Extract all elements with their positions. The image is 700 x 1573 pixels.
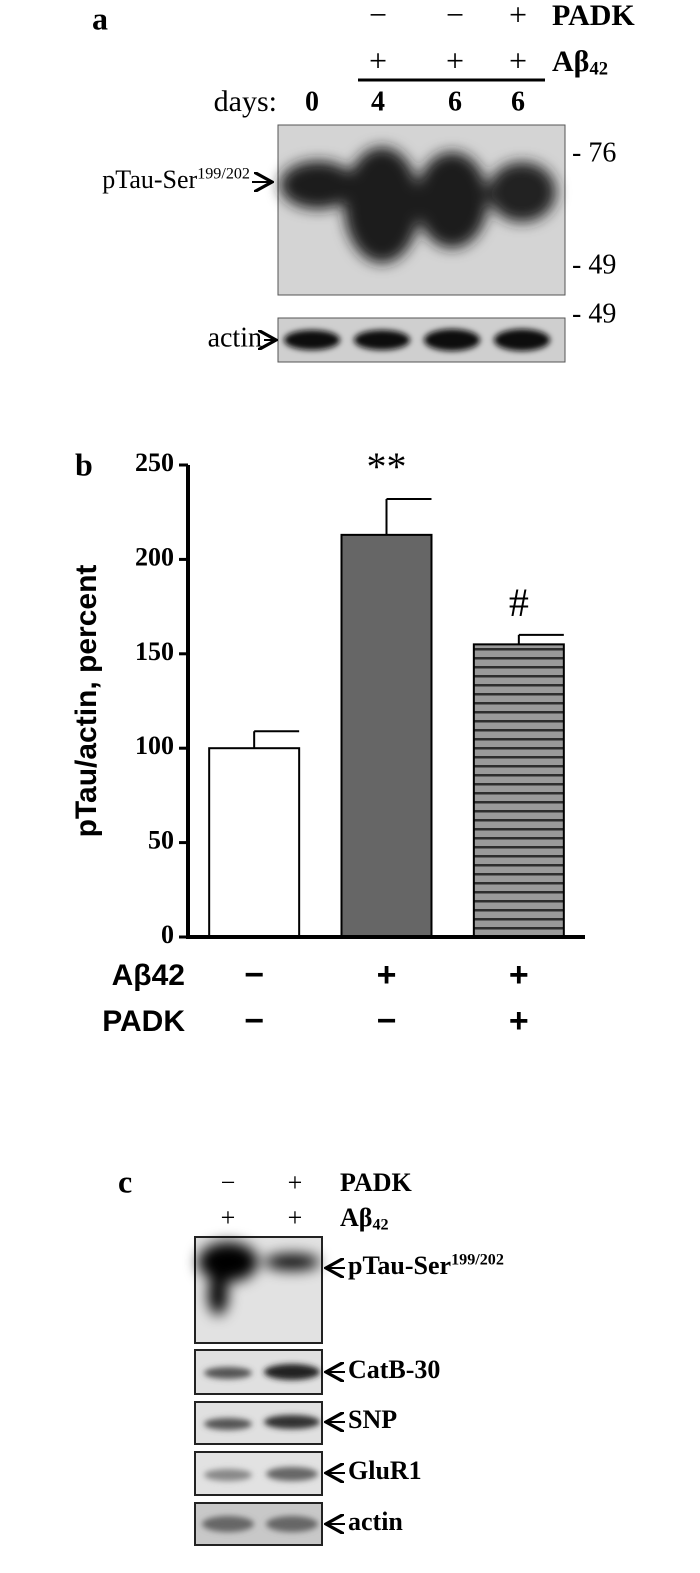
bar [340, 533, 433, 939]
sign: − [369, 0, 387, 32]
sign: − [446, 0, 464, 32]
day: 4 [371, 86, 385, 117]
error-bar [253, 730, 300, 749]
treatment-label: PADK [340, 1168, 413, 1197]
sign: + [509, 0, 527, 32]
y-tick-label: 250 [135, 448, 174, 477]
sign: + [446, 42, 464, 78]
treatment-label-main: Aβ [552, 45, 589, 78]
condition-label: PADK [102, 1005, 185, 1038]
treatment-label-main: Aβ [340, 1203, 372, 1232]
blot-label: pTau-Ser199/202 [102, 165, 250, 194]
marker: - 76 [572, 137, 616, 168]
treatment-label-sub: 42 [372, 1216, 388, 1233]
y-tick-label: 100 [135, 731, 174, 760]
panel-label: c [118, 1163, 132, 1199]
y-tick-label: 0 [161, 920, 174, 949]
day: 0 [305, 86, 319, 117]
blot-ptau-a [277, 124, 566, 296]
marker: - 49 [572, 249, 616, 280]
sign: + [509, 1002, 529, 1040]
panel-label: b [75, 446, 93, 482]
annotation: # [509, 580, 529, 625]
sign: + [377, 956, 397, 994]
sign: − [377, 1002, 397, 1040]
blot-label: actin [348, 1507, 403, 1536]
blot-label: GluR1 [348, 1456, 422, 1485]
sign: − [244, 1002, 264, 1040]
blot-label-sup: 199/202 [451, 1251, 504, 1268]
sign: − [244, 956, 264, 994]
treatment-label: PADK [552, 0, 635, 32]
days-label: days: [214, 85, 277, 118]
panel-label: a [92, 0, 108, 36]
condition-label: Aβ42 [112, 959, 185, 992]
treatment-label: Aβ42 [552, 45, 608, 80]
bar [208, 747, 301, 939]
treatment-label-sub: 42 [589, 59, 608, 80]
marker: - 49 [572, 298, 616, 329]
blot-actin-a [277, 317, 566, 363]
blot-label-main: pTau-Ser [102, 165, 197, 194]
day: 6 [448, 86, 462, 117]
sign: + [288, 1203, 303, 1232]
day: 6 [511, 86, 525, 117]
blot-label: CatB-30 [348, 1355, 440, 1384]
error-bar [517, 633, 564, 645]
sign: + [509, 956, 529, 994]
bar [472, 643, 565, 938]
blot-label: SNP [348, 1405, 397, 1434]
y-tick-label: 150 [135, 637, 174, 666]
y-axis-label: pTau/actin, percent [70, 565, 103, 838]
treatment-label: Aβ42 [340, 1203, 389, 1233]
sign: + [369, 42, 387, 78]
y-tick-label: 200 [135, 542, 174, 571]
blot-label: actin [208, 322, 262, 353]
blots-c [194, 1236, 323, 1546]
blot-label-sup: 199/202 [197, 165, 250, 182]
sign: + [221, 1203, 236, 1232]
annotation: ** [367, 444, 407, 489]
blot-label-main: pTau-Ser [348, 1251, 451, 1280]
sign: + [288, 1168, 303, 1197]
y-tick-label: 50 [148, 826, 174, 855]
blot-label: pTau-Ser199/202 [348, 1251, 504, 1280]
error-bar [385, 497, 432, 535]
axes [186, 465, 585, 939]
sign: − [221, 1168, 236, 1197]
sign: + [509, 42, 527, 78]
